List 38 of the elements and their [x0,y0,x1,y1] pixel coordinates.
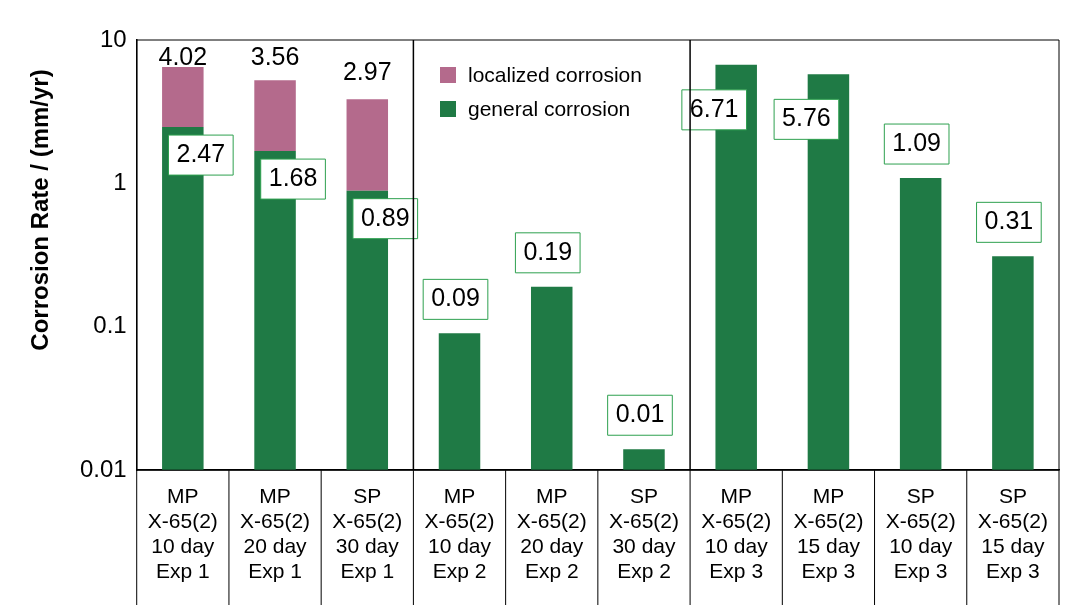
data-label: 3.56 [250,41,300,70]
y-tick-label: 10 [100,24,127,52]
x-tick-label: MP X-65(2) 10 day Exp 3 [701,483,772,583]
x-tick-label: SP X-65(2) 30 day Exp 1 [332,483,403,583]
data-label: 1.68 [268,162,318,191]
data-label: 6.71 [689,93,739,122]
data-label: 0.19 [523,236,573,265]
data-label: 2.97 [342,57,392,86]
y-tick-label: 0.01 [79,454,127,482]
x-tick-label: SP X-65(2) 15 day Exp 3 [977,483,1048,583]
bar [254,80,296,152]
data-label: 4.02 [158,41,208,70]
legend-label: localized corrosion [468,62,642,88]
data-label: 0.01 [615,399,665,428]
bar [530,286,573,471]
data-label: 1.09 [892,127,941,156]
data-label: 0.89 [360,202,410,231]
bar [899,178,942,471]
x-tick-label: MP X-65(2) 20 day Exp 2 [516,483,587,583]
x-tick-label: MP X-65(2) 20 day Exp 1 [240,483,311,583]
data-label: 5.76 [782,103,831,132]
y-tick-label: 1 [113,168,127,196]
bar [623,449,665,471]
x-tick-label: SP X-65(2) 30 day Exp 2 [608,483,679,583]
bar [346,99,389,191]
bar [438,333,481,471]
x-tick-label: SP X-65(2) 10 day Exp 3 [885,483,956,583]
data-label: 0.31 [984,206,1034,235]
x-tick-label: MP X-65(2) 10 day Exp 2 [424,483,495,583]
y-tick-label: 0.1 [93,311,127,339]
data-label: 0.09 [431,283,480,312]
x-tick-label: MP X-65(2) 15 day Exp 3 [793,483,864,583]
x-tick-label: MP X-65(2) 10 day Exp 1 [147,483,218,583]
legend-label: general corrosion [468,96,631,122]
bar [162,66,204,128]
bar [992,256,1034,471]
y-axis-title: Corrosion Rate / (mm/yr) [26,69,54,351]
data-label: 2.47 [176,138,226,167]
